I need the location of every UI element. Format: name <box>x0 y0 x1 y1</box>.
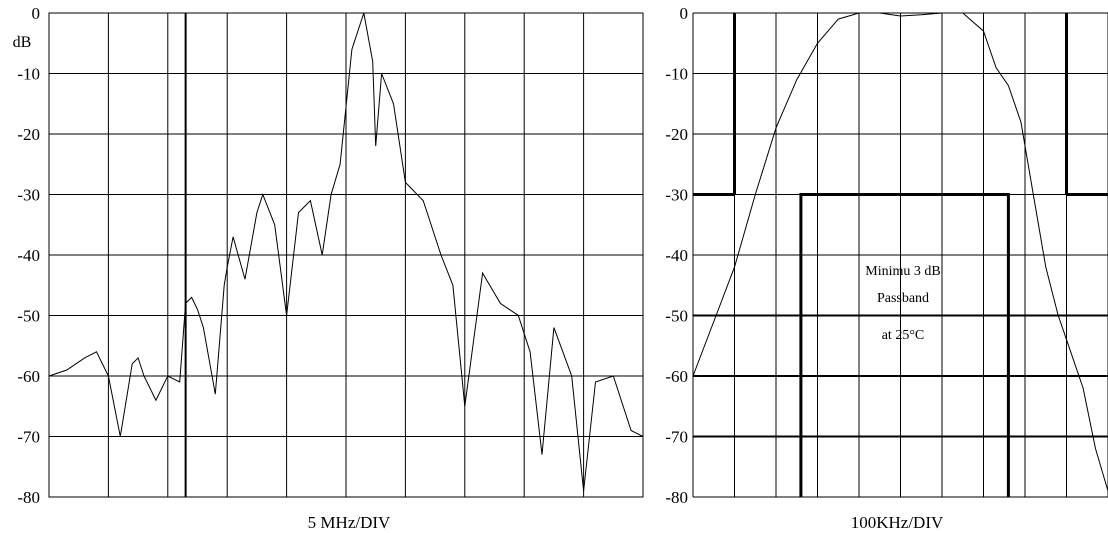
right-ytick-label: 0 <box>680 4 689 23</box>
right-ytick-label: -20 <box>665 125 688 144</box>
left-plot-frame <box>48 12 644 498</box>
left-ylabel: dB <box>13 34 32 51</box>
left-ytick-label: -60 <box>17 367 40 386</box>
right-trace <box>692 12 1108 492</box>
right-mask-inner-passband <box>799 193 1010 497</box>
right-ytick-label: -70 <box>665 428 688 447</box>
left-ytick-label: -20 <box>17 125 40 144</box>
right-annotation-line-3: at 25°C <box>882 328 925 343</box>
right-annotation-line-2: Passband <box>877 291 929 306</box>
left-ytick-label: -10 <box>17 65 40 84</box>
left-ytick-label: -40 <box>17 246 40 265</box>
left-trace <box>48 12 644 492</box>
right-ytick-label: -50 <box>665 307 688 326</box>
right-ytick-label: -60 <box>665 367 688 386</box>
left-chart: 0 -10 -20 -30 -40 -50 -60 -70 -80 dB 5 MHz/DIV <box>13 4 644 532</box>
left-ytick-label: -30 <box>17 186 40 205</box>
right-xlabel: 100KHz/DIV <box>851 513 944 532</box>
right-ytick-label: -80 <box>665 488 688 507</box>
right-ytick-label: -30 <box>665 186 688 205</box>
left-ytick-label: -70 <box>17 428 40 447</box>
left-ytick-label: -80 <box>17 488 40 507</box>
right-ytick-label: -40 <box>665 246 688 265</box>
right-annotation-line-1: Minimu 3 dB <box>865 264 940 279</box>
left-ytick-label: 0 <box>32 4 41 23</box>
left-xlabel: 5 MHz/DIV <box>308 513 391 532</box>
right-chart: 0 -10 -20 -30 -40 -50 -60 -70 -80 Minimu 3 dB Pa… <box>665 4 1108 532</box>
right-ytick-label: -10 <box>665 65 688 84</box>
left-ytick-label: -50 <box>17 307 40 326</box>
